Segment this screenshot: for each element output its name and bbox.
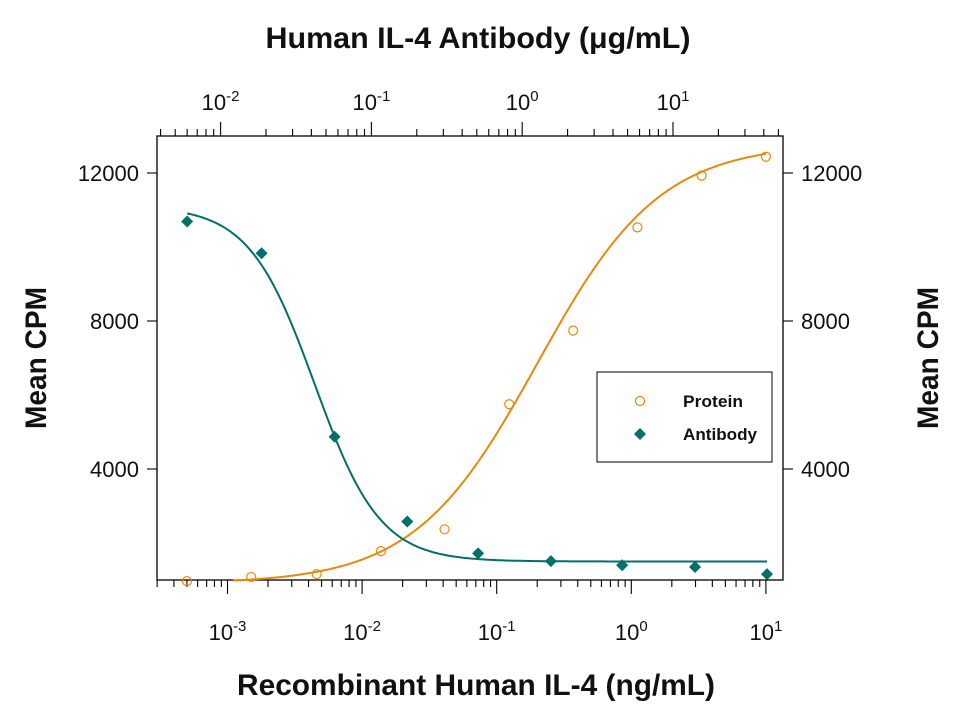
left-tick-label: 8000: [90, 309, 139, 334]
antibody-fit-curve: [186, 212, 767, 563]
protein-data-point: [696, 170, 707, 181]
left-tick-label: 4000: [90, 457, 139, 482]
antibody-data-point: [181, 215, 194, 228]
antibody-data-point: [544, 555, 557, 568]
protein-data-point: [181, 576, 193, 587]
right-tick-label: 4000: [801, 457, 850, 482]
left-tick-label: 12000: [78, 161, 139, 186]
protein-data-point: [632, 222, 643, 233]
antibody-data-point: [689, 561, 702, 574]
y-axis-title-right: Mean CPM: [912, 287, 945, 429]
right-tick-label: 12000: [801, 161, 862, 186]
top-tick-label: 100: [506, 88, 539, 115]
antibody-data-point: [472, 547, 485, 560]
bottom-tick-label: 10-2: [343, 618, 381, 645]
protein-fit-curve: [233, 152, 767, 582]
top-tick-label: 101: [657, 88, 690, 115]
protein-data-point: [504, 399, 515, 410]
antibody-data-point: [255, 247, 268, 260]
protein-data-point: [246, 571, 257, 583]
legend-protein-label: Protein: [683, 392, 743, 411]
legend: Protein Antibody: [596, 371, 773, 463]
x-axis-title: Recombinant Human IL-4 (ng/mL): [237, 669, 715, 702]
y-axis-title-left: Mean CPM: [20, 287, 53, 429]
protein-data-point: [760, 151, 772, 162]
top-tick-label: 10-2: [202, 88, 240, 115]
top-axis-title: Human IL-4 Antibody (μg/mL): [266, 22, 691, 55]
protein-data-point: [375, 546, 387, 557]
legend-antibody-label: Antibody: [683, 425, 758, 444]
protein-data-point: [568, 325, 579, 336]
antibody-data-point: [401, 515, 414, 528]
bottom-tick-label: 10-1: [478, 618, 516, 645]
legend-box: [596, 371, 773, 463]
legend-antibody-marker: [634, 428, 646, 440]
antibody-data-point: [760, 568, 773, 581]
top-tick-label: 10-1: [352, 88, 390, 115]
protein-data-point: [311, 568, 322, 580]
bottom-tick-label: 10-3: [209, 618, 247, 645]
legend-protein-marker: [634, 395, 646, 407]
bottom-tick-label: 101: [749, 618, 782, 645]
plot-frame: [156, 135, 784, 581]
antibody-data-point: [616, 559, 629, 572]
protein-data-point: [439, 524, 450, 535]
right-tick-label: 8000: [801, 309, 850, 334]
antibody-data-point: [328, 430, 341, 443]
bottom-tick-label: 100: [615, 618, 648, 645]
